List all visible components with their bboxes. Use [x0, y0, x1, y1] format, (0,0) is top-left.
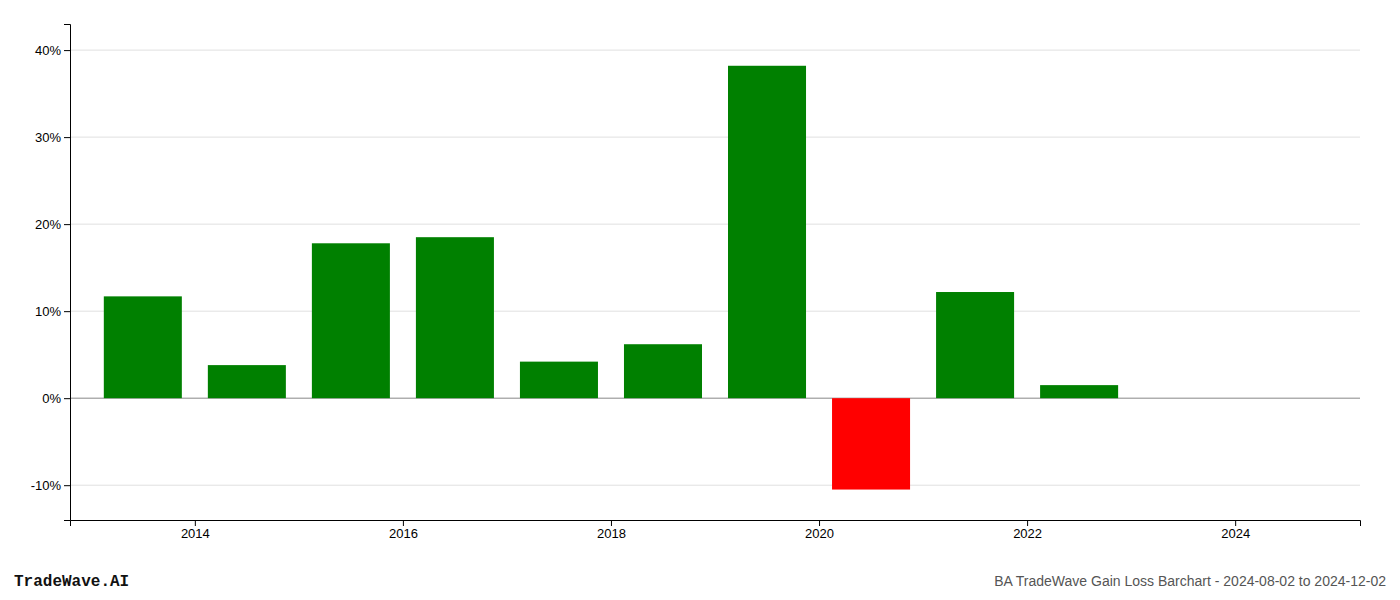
tick-label: 2016 — [389, 526, 418, 541]
x-axis: 2014 2016 2018 2020 2022 2024 — [71, 520, 1361, 541]
tick: 2022 — [1013, 520, 1042, 541]
tick: 0% — [42, 391, 70, 406]
grid-line — [70, 311, 1360, 312]
bar — [312, 243, 390, 398]
y-axis: -10% 0% 10% 20% 30% 40% — [31, 25, 71, 521]
tick-label: 2014 — [181, 526, 210, 541]
grid-line — [70, 485, 1360, 486]
tick-label: 2020 — [805, 526, 834, 541]
tick: 2014 — [181, 520, 210, 541]
chart: -10%0%10%20%30%40%2014201620182020202220… — [0, 0, 1400, 600]
tick: 2016 — [389, 520, 418, 541]
tick-label: 0% — [42, 391, 61, 406]
tick-mark — [403, 520, 404, 526]
annotation: TradeWave.AI — [14, 573, 129, 591]
bar — [208, 365, 286, 398]
tick: 2024 — [1221, 520, 1250, 541]
tick-label: 30% — [35, 130, 61, 145]
bars — [104, 66, 1118, 490]
tick-mark — [64, 50, 70, 51]
tick-label: 20% — [35, 217, 61, 232]
bar — [832, 398, 910, 489]
title: BA TradeWave Gain Loss Barchart - 2024-0… — [994, 573, 1386, 589]
bar — [936, 292, 1014, 398]
tick-mark — [64, 398, 70, 399]
grid-line — [70, 50, 1360, 51]
bar — [624, 344, 702, 398]
tick: 2018 — [597, 520, 626, 541]
axis-line — [71, 521, 1361, 527]
axis-line — [64, 25, 71, 521]
tick: -10% — [31, 478, 70, 493]
tick-mark — [195, 520, 196, 526]
tick-mark — [819, 520, 820, 526]
tick: 40% — [35, 43, 70, 58]
tick: 10% — [35, 304, 70, 319]
grid — [70, 50, 1360, 485]
tick-mark — [64, 137, 70, 138]
tick-label: 2024 — [1221, 526, 1250, 541]
bar — [728, 66, 806, 398]
tick-label: -10% — [31, 478, 62, 493]
tick: 30% — [35, 130, 70, 145]
tick-mark — [1027, 520, 1028, 526]
bar — [416, 237, 494, 398]
tick: 20% — [35, 217, 70, 232]
bar — [104, 296, 182, 398]
bar — [520, 362, 598, 399]
tick-mark — [611, 520, 612, 526]
tick-label: 2022 — [1013, 526, 1042, 541]
tick-label: 10% — [35, 304, 61, 319]
grid-line — [70, 137, 1360, 138]
tick-label: 2018 — [597, 526, 626, 541]
tick-mark — [64, 311, 70, 312]
bar — [1040, 385, 1118, 398]
tick-label: 40% — [35, 43, 61, 58]
grid-line — [70, 224, 1360, 225]
tick-mark — [1235, 520, 1236, 526]
tick: 2020 — [805, 520, 834, 541]
tick-mark — [64, 485, 70, 486]
tick-mark — [64, 224, 70, 225]
